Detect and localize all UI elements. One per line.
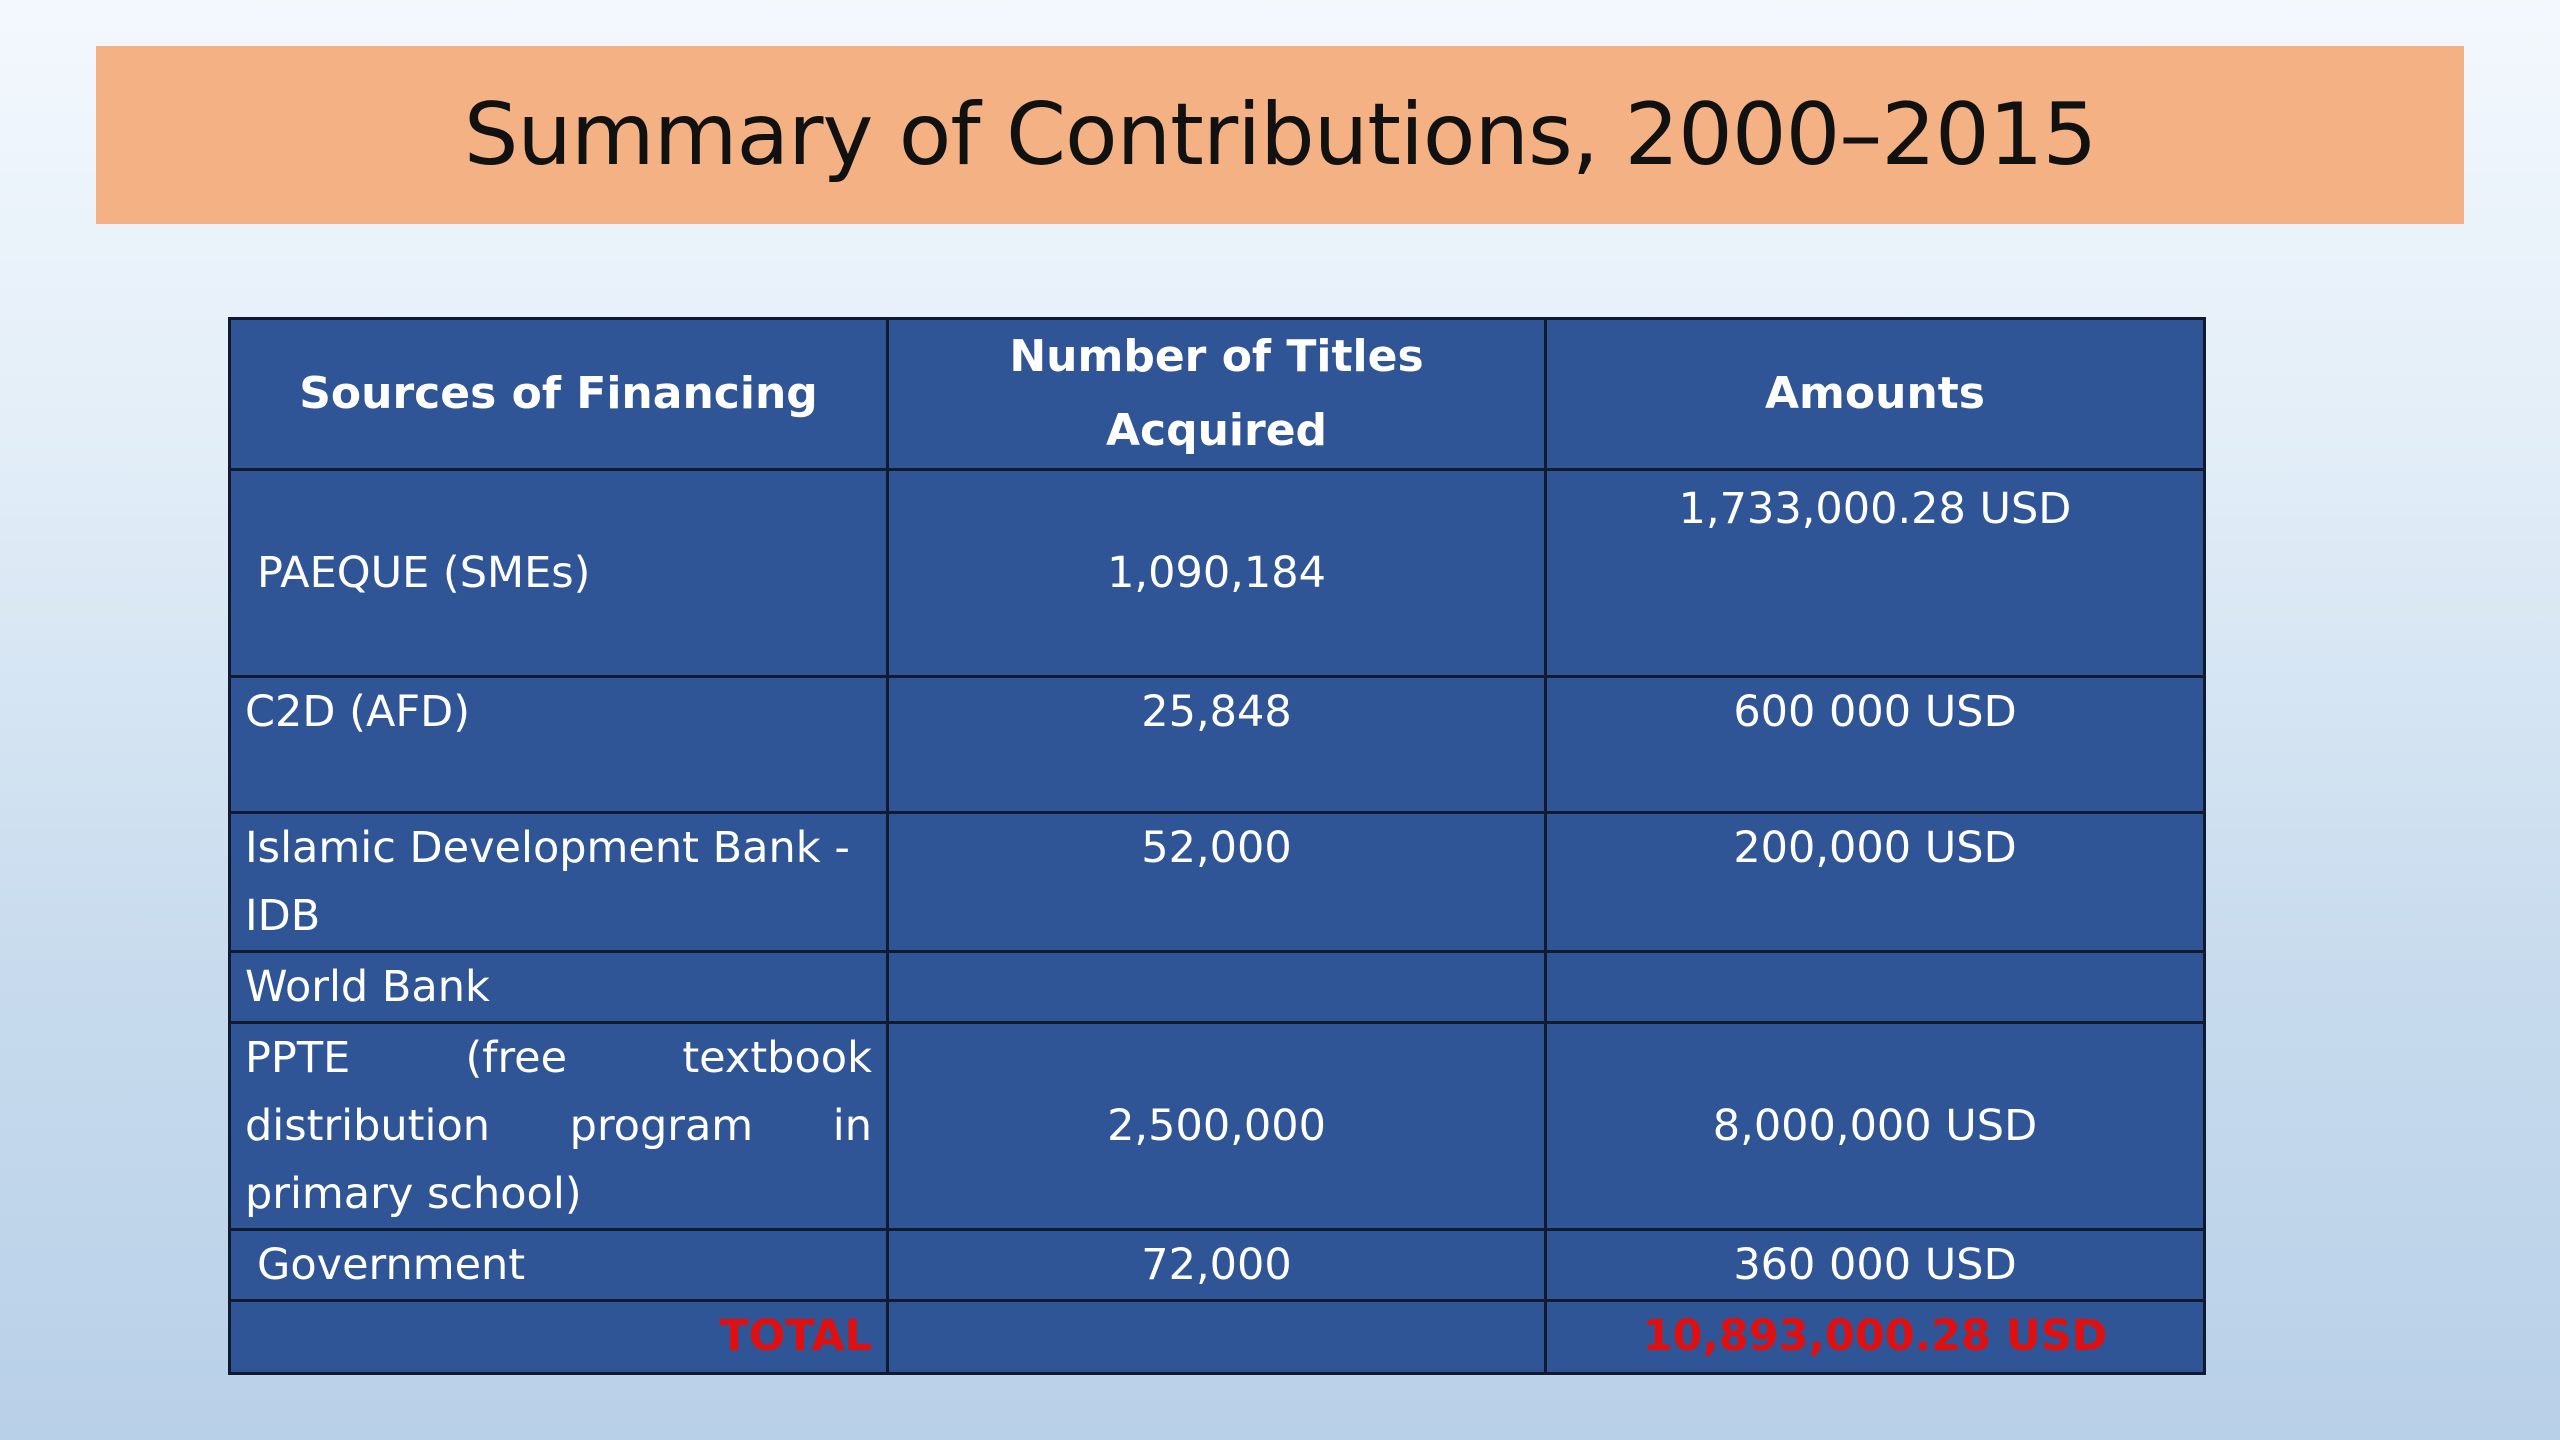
table-row: PPTE (free textbook distribution program… bbox=[228, 1021, 2206, 1231]
cell-amount: 200,000 USD bbox=[1544, 811, 2206, 953]
cell-titles: 1,090,184 bbox=[886, 468, 1547, 678]
cell-amount bbox=[1544, 950, 2206, 1024]
table-row: Government 72,000 360 000 USD bbox=[228, 1228, 2206, 1302]
cell-amount: 8,000,000 USD bbox=[1544, 1021, 2206, 1231]
cell-titles: 52,000 bbox=[886, 811, 1547, 953]
header-sources: Sources of Financing bbox=[228, 317, 889, 471]
cell-source: Government bbox=[228, 1228, 889, 1302]
cell-titles: 2,500,000 bbox=[886, 1021, 1547, 1231]
table-row: PAEQUE (SMEs) 1,090,184 1,733,000.28 USD bbox=[228, 468, 2206, 678]
title-banner: Summary of Contributions, 2000–2015 bbox=[96, 46, 2464, 224]
total-row: TOTAL 10,893,000.28 USD bbox=[228, 1299, 2206, 1375]
header-titles: Number of Titles Acquired bbox=[886, 317, 1547, 471]
cell-source: World Bank bbox=[228, 950, 889, 1024]
cell-source: Islamic Development Bank - IDB bbox=[228, 811, 889, 953]
cell-source: C2D (AFD) bbox=[228, 675, 889, 814]
cell-titles: 25,848 bbox=[886, 675, 1547, 814]
header-amounts: Amounts bbox=[1544, 317, 2206, 471]
table-header-row: Sources of Financing Number of Titles Ac… bbox=[228, 317, 2206, 471]
contributions-table-container: Sources of Financing Number of Titles Ac… bbox=[228, 317, 2206, 1375]
table-row: Islamic Development Bank - IDB 52,000 20… bbox=[228, 811, 2206, 953]
cell-titles: 72,000 bbox=[886, 1228, 1547, 1302]
cell-amount: 360 000 USD bbox=[1544, 1228, 2206, 1302]
contributions-table: Sources of Financing Number of Titles Ac… bbox=[228, 317, 2206, 1375]
table-row: C2D (AFD) 25,848 600 000 USD bbox=[228, 675, 2206, 814]
cell-amount: 1,733,000.28 USD bbox=[1544, 468, 2206, 678]
cell-source: PAEQUE (SMEs) bbox=[228, 468, 889, 678]
total-label: TOTAL bbox=[228, 1299, 889, 1375]
cell-source: PPTE (free textbook distribution program… bbox=[228, 1021, 889, 1231]
cell-titles bbox=[886, 950, 1547, 1024]
total-titles bbox=[886, 1299, 1547, 1375]
total-amount: 10,893,000.28 USD bbox=[1544, 1299, 2206, 1375]
cell-amount: 600 000 USD bbox=[1544, 675, 2206, 814]
slide-title: Summary of Contributions, 2000–2015 bbox=[463, 85, 2097, 185]
table-row: World Bank bbox=[228, 950, 2206, 1024]
